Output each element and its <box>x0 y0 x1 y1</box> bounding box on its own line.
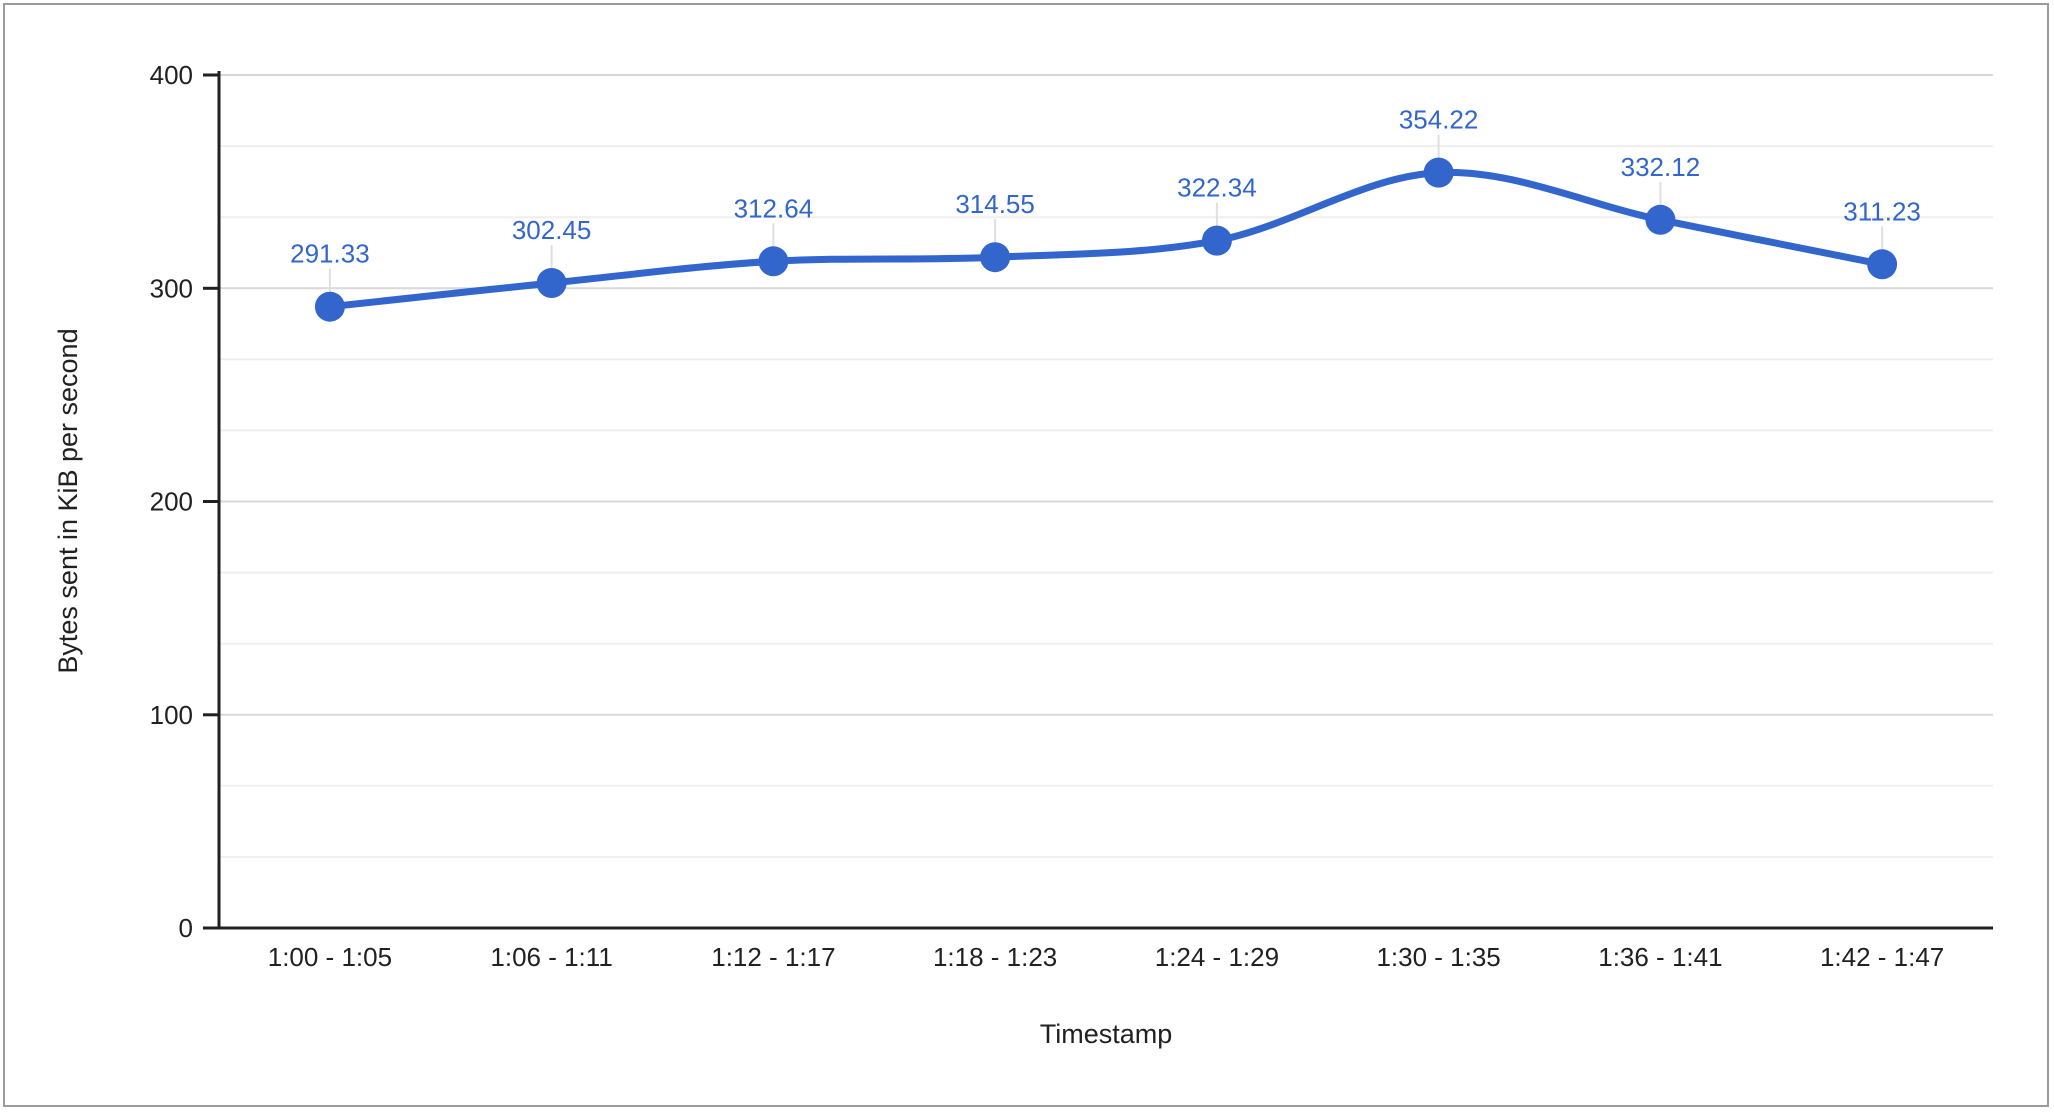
x-axis-category-label: 1:24 - 1:29 <box>1155 942 1279 972</box>
data-point-label: 312.64 <box>734 193 814 223</box>
y-axis-title: Bytes sent in KiB per second <box>53 328 83 673</box>
y-axis-tick-label: 200 <box>150 487 193 517</box>
axes-group <box>203 71 1993 930</box>
data-point-labels-group: 291.33 302.45 312.64 314.55 322.34 354.22 332.… <box>290 105 1921 269</box>
data-point-marker[interactable] <box>758 246 789 277</box>
major-gridlines-group <box>219 74 1993 716</box>
data-point-marker[interactable] <box>1423 157 1454 188</box>
minor-gridlines-group <box>219 145 1993 858</box>
data-point-label: 332.12 <box>1621 152 1701 182</box>
y-axis-tick-label: 400 <box>150 60 193 90</box>
x-axis-title: Timestamp <box>1040 1019 1173 1049</box>
x-axis-category-label: 1:06 - 1:11 <box>490 942 612 972</box>
data-point-marker[interactable] <box>1201 225 1232 256</box>
x-axis-category-label: 1:30 - 1:35 <box>1376 942 1500 972</box>
data-point-marker[interactable] <box>536 268 567 298</box>
chart-panel: 0 100 200 300 400 1:00 - 1:05 1:06 - 1:11 1:12 … <box>3 3 2049 1107</box>
x-axis-category-label: 1:42 - 1:47 <box>1820 942 1944 972</box>
x-axis-category-label: 1:12 - 1:17 <box>711 942 835 972</box>
data-point-marker[interactable] <box>980 242 1011 273</box>
y-axis-tick-label: 0 <box>179 913 193 943</box>
data-point-label: 311.23 <box>1843 196 1921 226</box>
series-line[interactable] <box>326 168 1886 311</box>
data-point-marker[interactable] <box>1645 204 1676 235</box>
series-group <box>314 157 1898 322</box>
axis-tick-labels-group: 0 100 200 300 400 1:00 - 1:05 1:06 - 1:11 1:12 … <box>150 60 1945 972</box>
x-axis-category-label: 1:00 - 1:05 <box>268 942 392 972</box>
line-chart: 0 100 200 300 400 1:00 - 1:05 1:06 - 1:11 1:12 … <box>53 60 1993 1049</box>
data-point-label: 322.34 <box>1177 173 1257 203</box>
data-point-marker[interactable] <box>1867 249 1898 280</box>
x-axis-category-label: 1:18 - 1:23 <box>933 942 1057 972</box>
data-point-label: 291.33 <box>290 239 370 269</box>
y-axis-tick-label: 300 <box>150 273 193 303</box>
data-point-marker[interactable] <box>314 291 345 322</box>
y-axis-tick-label: 100 <box>150 700 193 730</box>
data-point-label: 354.22 <box>1399 105 1479 135</box>
x-axis-category-label: 1:36 - 1:41 <box>1598 942 1722 972</box>
data-point-label: 302.45 <box>512 215 592 245</box>
data-point-label: 314.55 <box>955 189 1035 219</box>
